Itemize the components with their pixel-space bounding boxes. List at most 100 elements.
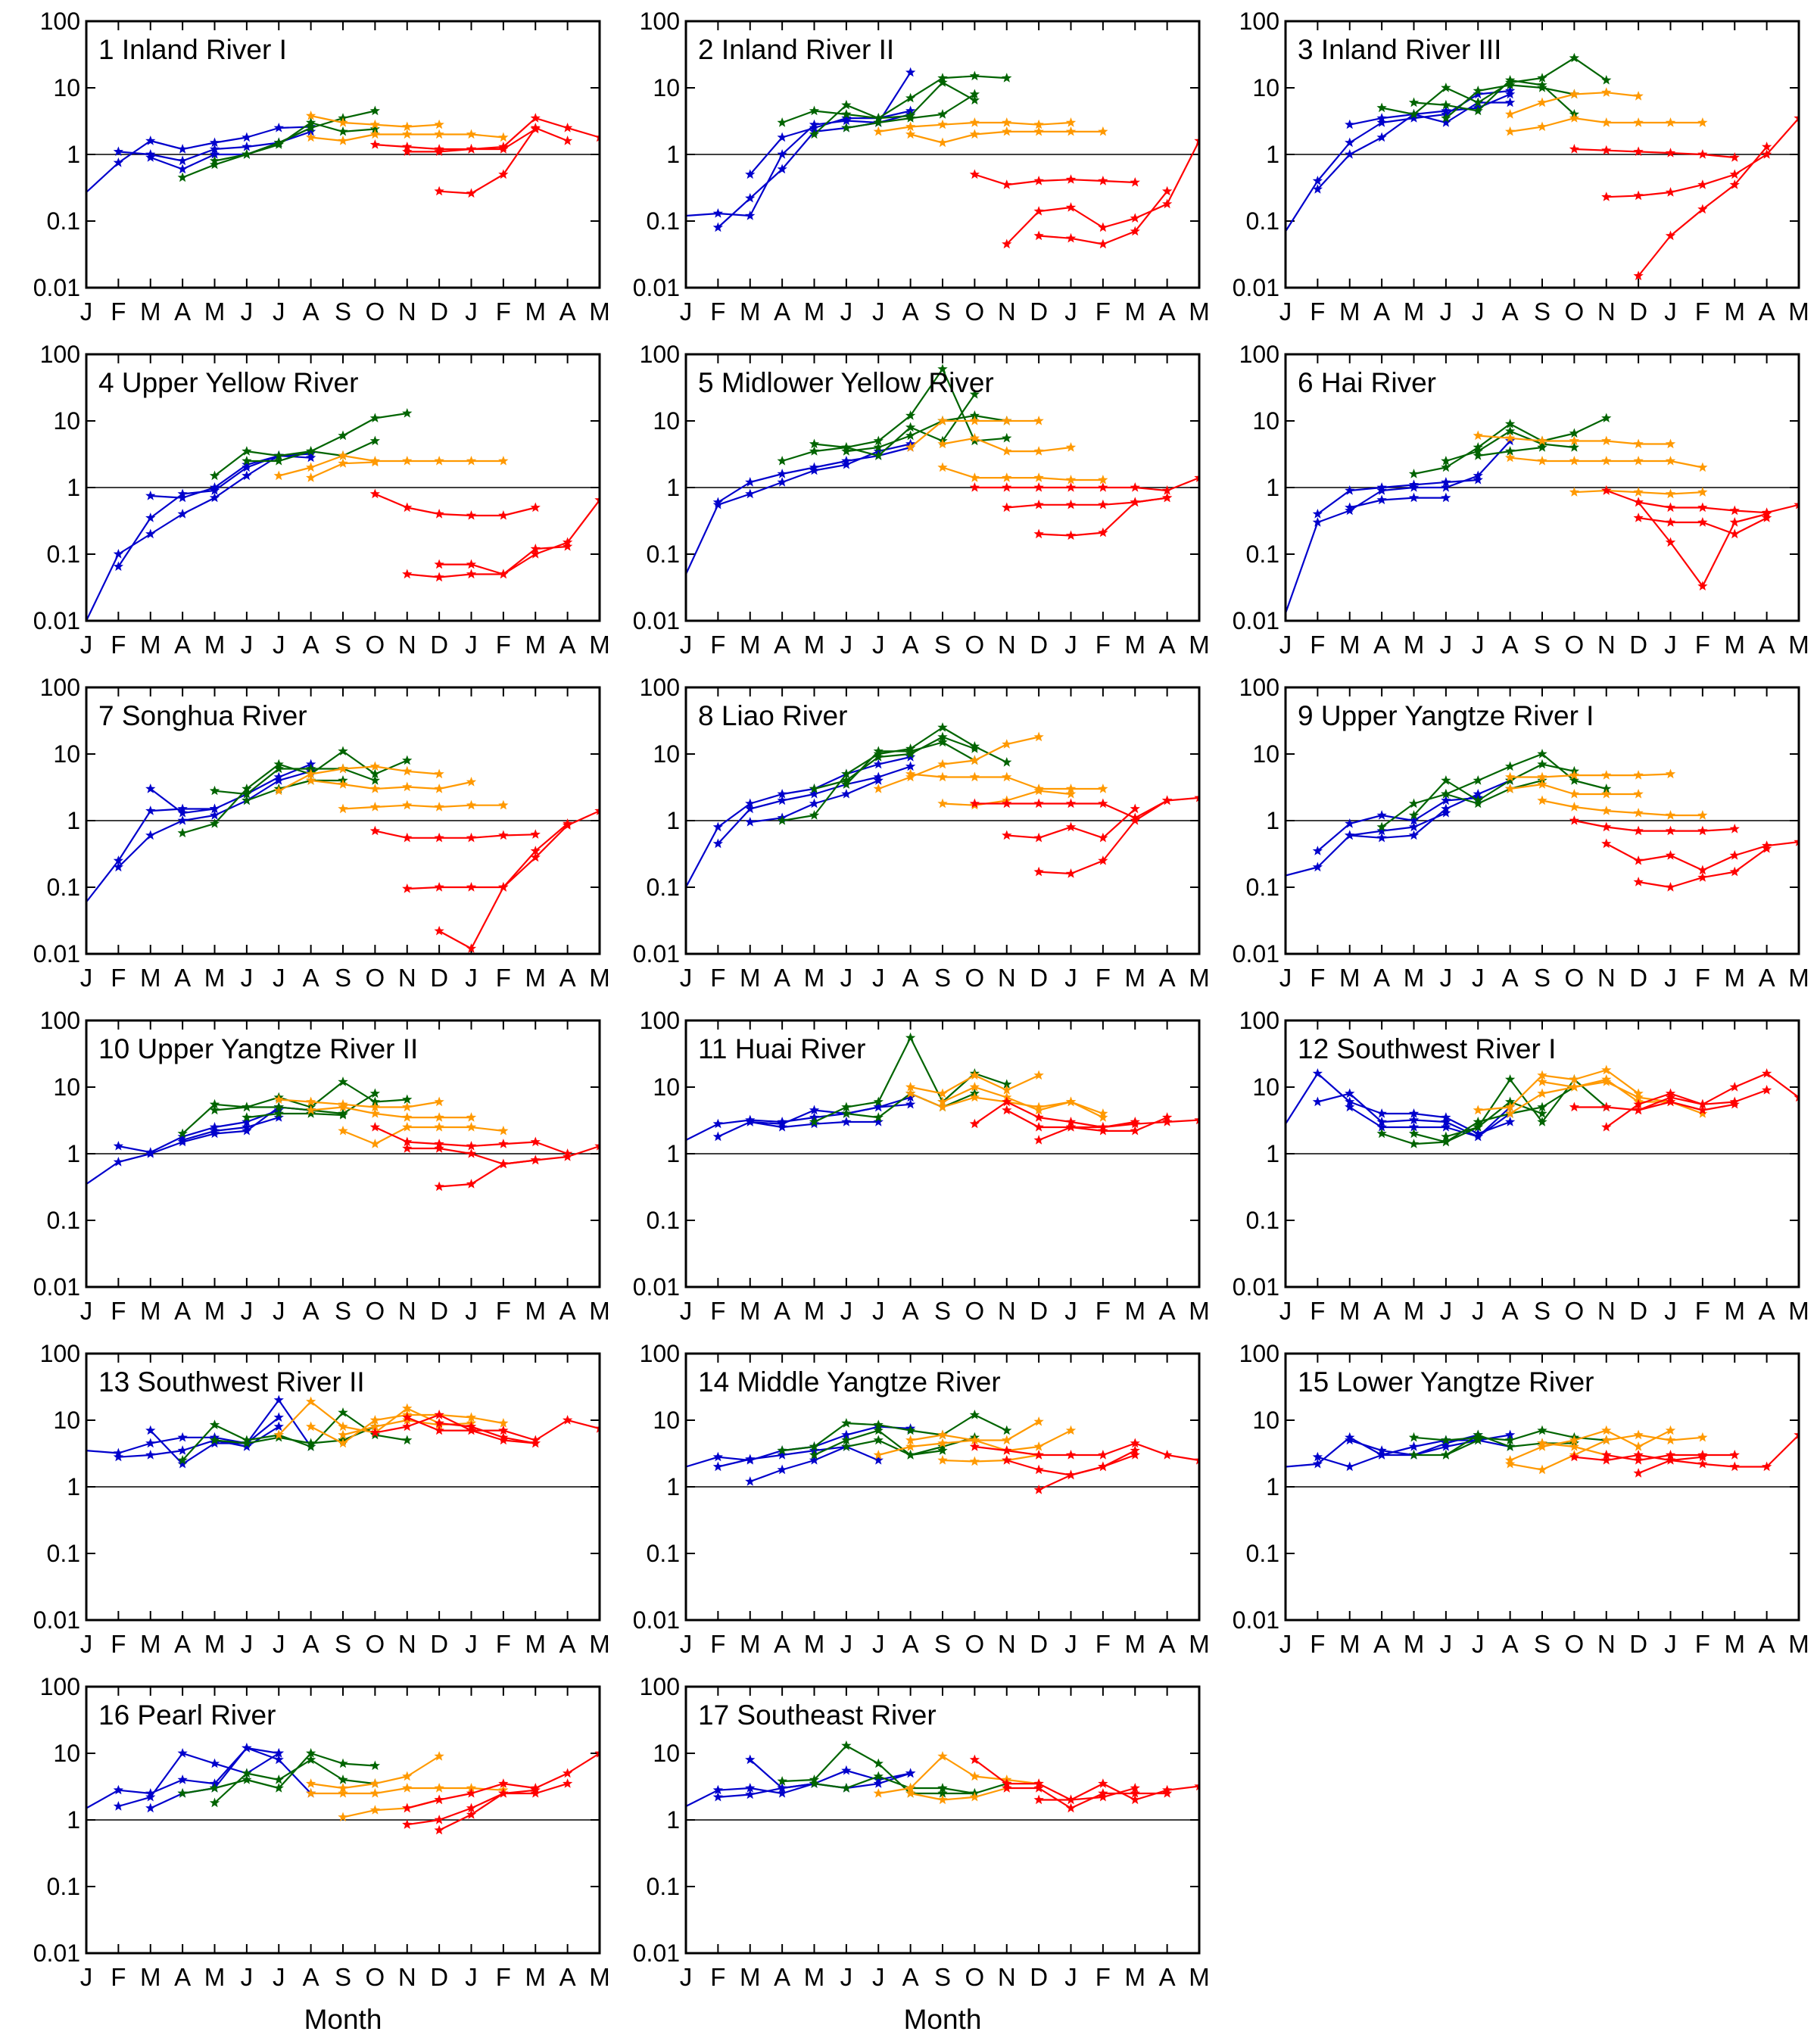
data-point-blue-2 xyxy=(777,795,787,805)
series-line-orange-1 xyxy=(278,1401,440,1436)
data-point-blue-3 xyxy=(209,1125,220,1136)
y-tick-label: 1 xyxy=(67,1806,80,1834)
x-tick-label: A xyxy=(902,631,919,659)
data-point-orange-1 xyxy=(873,1788,884,1798)
data-point-blue-2 xyxy=(712,1131,723,1142)
x-tick-label: A xyxy=(174,964,191,992)
y-tick-label: 1 xyxy=(1266,1140,1279,1167)
data-point-red-3 xyxy=(1729,1098,1740,1109)
data-point-red-2 xyxy=(466,882,477,892)
data-point-orange-3 xyxy=(466,799,477,810)
data-point-orange-2 xyxy=(937,771,948,782)
x-tick-label: J xyxy=(241,298,254,326)
data-point-orange-1 xyxy=(1002,1085,1012,1095)
data-point-green-1 xyxy=(1408,469,1420,478)
data-point-blue-2 xyxy=(177,1445,188,1455)
data-point-orange-2 xyxy=(402,1112,413,1122)
x-tick-label: O xyxy=(1565,964,1585,992)
data-point-red-3 xyxy=(1065,1469,1077,1480)
data-point-red-1 xyxy=(1762,1068,1772,1078)
series-line-blue-3 xyxy=(1349,497,1446,509)
data-point-orange-3 xyxy=(937,1455,948,1465)
data-point-orange-1 xyxy=(273,785,284,796)
y-tick-label: 100 xyxy=(40,674,80,701)
x-tick-label: M xyxy=(525,1963,547,1991)
x-tick-label: M xyxy=(140,1963,161,1991)
x-tick-label: M xyxy=(140,1297,161,1325)
data-point-green-1 xyxy=(273,1783,284,1793)
data-point-red-3 xyxy=(1065,232,1077,243)
data-point-blue-2 xyxy=(1345,1088,1355,1098)
data-point-blue-3 xyxy=(145,152,156,162)
data-point-blue-1 xyxy=(841,1765,852,1775)
data-point-green-3 xyxy=(1441,1131,1451,1142)
x-tick-label: J xyxy=(273,1963,285,1991)
data-point-blue-2 xyxy=(745,1789,756,1799)
data-point-blue-1 xyxy=(145,136,156,145)
data-point-orange-3 xyxy=(1098,1112,1108,1122)
x-tick-label: D xyxy=(1629,631,1647,659)
x-tick-label: M xyxy=(204,1630,226,1658)
series-line-red-2 xyxy=(1006,1109,1168,1133)
data-point-green-2 xyxy=(809,438,820,449)
data-point-green-3 xyxy=(1473,86,1483,95)
y-tick-label: 0.1 xyxy=(1246,207,1279,235)
data-point-red-1 xyxy=(402,832,413,843)
data-point-green-3 xyxy=(905,746,916,756)
data-point-red-1 xyxy=(402,1136,413,1147)
data-point-orange-2 xyxy=(1601,117,1612,127)
data-point-orange-1 xyxy=(905,442,916,452)
x-tick-label: M xyxy=(140,298,161,326)
series-line-green-2 xyxy=(1413,763,1575,816)
data-point-blue-2 xyxy=(712,1791,723,1802)
data-point-red-2 xyxy=(1002,1783,1012,1793)
data-point-orange-1 xyxy=(937,119,948,129)
series-line-blue-1 xyxy=(86,126,311,193)
x-tick-label: F xyxy=(111,631,126,659)
data-point-orange-3 xyxy=(1033,1105,1044,1115)
x-tick-label: A xyxy=(559,1297,576,1325)
data-point-red-2 xyxy=(402,1412,413,1422)
data-point-green-2 xyxy=(841,1783,852,1793)
y-tick-label: 0.01 xyxy=(633,274,680,301)
data-point-green-3 xyxy=(937,109,948,119)
data-point-red-2 xyxy=(498,1435,509,1445)
data-point-orange-2 xyxy=(905,1435,916,1445)
data-point-orange-2 xyxy=(369,1415,380,1425)
series-line-blue-1 xyxy=(1286,89,1510,232)
data-point-blue-1 xyxy=(113,157,123,167)
data-point-red-2 xyxy=(1601,1450,1612,1460)
data-point-blue-1 xyxy=(177,144,188,154)
data-point-blue-3 xyxy=(209,803,220,814)
data-point-orange-2 xyxy=(466,129,477,139)
data-point-orange-2 xyxy=(937,1101,948,1112)
data-point-orange-1 xyxy=(905,771,916,782)
x-tick-label: J xyxy=(680,964,693,992)
data-point-green-1 xyxy=(273,450,284,460)
data-point-green-3 xyxy=(841,123,852,132)
data-point-orange-1 xyxy=(1569,89,1579,99)
x-tick-label: J xyxy=(1472,298,1485,326)
data-point-green-3 xyxy=(937,737,948,747)
x-tick-label: F xyxy=(1695,298,1710,326)
x-tick-label: N xyxy=(398,1630,416,1658)
y-tick-label: 10 xyxy=(653,407,680,435)
series-line-blue-2 xyxy=(1317,796,1479,852)
data-point-orange-2 xyxy=(1601,456,1612,466)
x-tick-label: J xyxy=(465,631,478,659)
y-tick-label: 100 xyxy=(40,1007,80,1034)
data-point-orange-1 xyxy=(1033,731,1044,742)
x-tick-label: O xyxy=(965,298,985,326)
x-tick-label: J xyxy=(1440,298,1453,326)
data-point-orange-1 xyxy=(1633,770,1644,780)
data-point-blue-3 xyxy=(1441,1441,1451,1451)
data-point-blue-1 xyxy=(905,1092,916,1102)
series-line-red-2 xyxy=(407,823,569,890)
y-tick-label: 0.01 xyxy=(1233,274,1279,301)
data-point-orange-1 xyxy=(1505,1101,1516,1112)
